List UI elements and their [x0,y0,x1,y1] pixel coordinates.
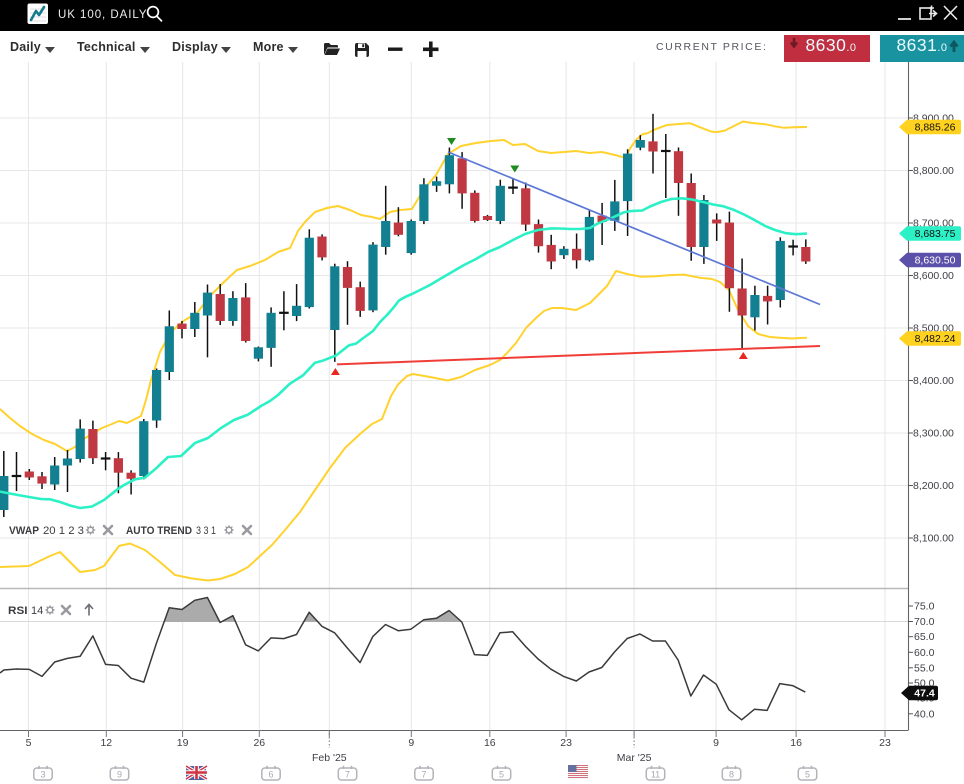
svg-text:12: 12 [100,737,112,749]
svg-text:8,600.00: 8,600.00 [913,270,954,282]
svg-text:8: 8 [729,770,734,780]
svg-text:9: 9 [117,770,122,780]
svg-text:60.0: 60.0 [914,647,935,659]
svg-text:8,630.50: 8,630.50 [915,255,956,267]
svg-text:3 3 1: 3 3 1 [196,525,216,537]
svg-text:8,200.00: 8,200.00 [913,480,954,492]
svg-text:16: 16 [484,737,496,749]
svg-text:11: 11 [651,770,660,780]
svg-text:16: 16 [790,737,802,749]
svg-text:40.0: 40.0 [914,708,935,720]
svg-text:23: 23 [560,737,572,749]
svg-text:5: 5 [499,770,504,780]
svg-text:AUTO TREND: AUTO TREND [126,525,192,537]
svg-text:8,100.00: 8,100.00 [913,533,954,545]
svg-text:75.0: 75.0 [914,601,935,613]
svg-text:23: 23 [879,737,891,749]
svg-text:Feb '25: Feb '25 [312,752,347,764]
svg-text:7: 7 [345,770,350,780]
svg-text:VWAP: VWAP [9,525,39,537]
svg-text:6: 6 [268,770,273,780]
svg-text:8,482.24: 8,482.24 [915,333,956,345]
svg-text:Mar '25: Mar '25 [617,752,652,764]
svg-text:47.4: 47.4 [914,688,935,700]
svg-text:8,683.75: 8,683.75 [915,228,956,240]
svg-text:7: 7 [421,770,426,780]
svg-text:8,400.00: 8,400.00 [913,375,954,387]
svg-text:8,300.00: 8,300.00 [913,428,954,440]
svg-text:RSI: RSI [8,605,28,617]
svg-text:55.0: 55.0 [914,662,935,674]
svg-text:20 1 2 3: 20 1 2 3 [43,525,84,537]
svg-text:14: 14 [31,605,43,617]
svg-text:65.0: 65.0 [914,631,935,643]
svg-text:26: 26 [253,737,265,749]
svg-text:19: 19 [177,737,189,749]
svg-text:8,800.00: 8,800.00 [913,165,954,177]
svg-text:3: 3 [40,770,45,780]
svg-text:5: 5 [26,737,32,749]
svg-text:70.0: 70.0 [914,616,935,628]
svg-text:8,885.26: 8,885.26 [915,122,956,134]
svg-text:9: 9 [408,737,414,749]
svg-text:5: 5 [805,770,810,780]
svg-text:9: 9 [713,737,719,749]
